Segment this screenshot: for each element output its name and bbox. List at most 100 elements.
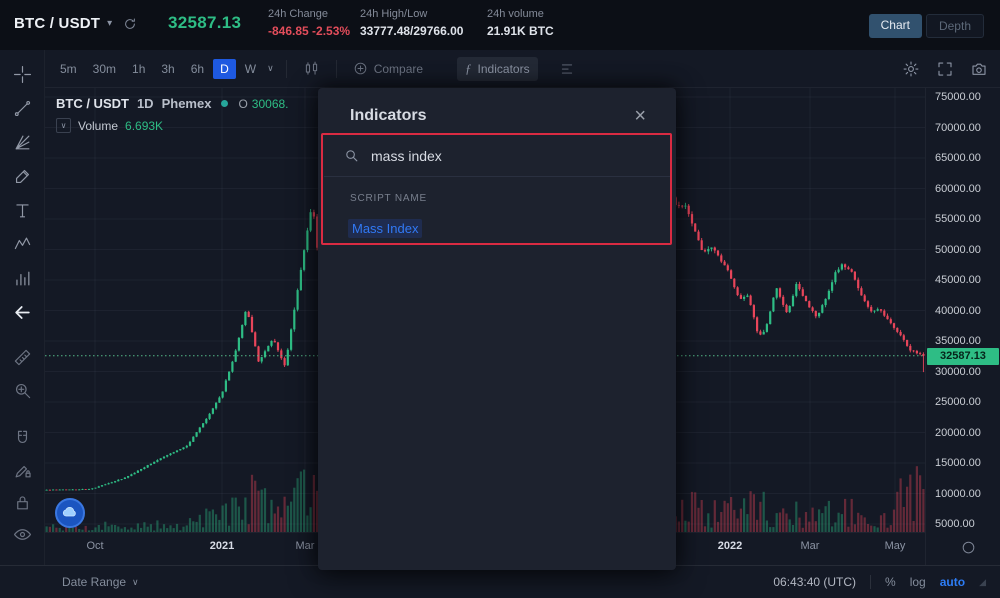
resize-corner-icon[interactable]: ◢	[979, 576, 986, 587]
cloud-logo-button[interactable]	[55, 498, 85, 528]
divider	[870, 575, 872, 589]
volume-label: 24h volume	[487, 8, 544, 20]
close-icon[interactable]: ×	[634, 105, 646, 127]
time-tick-label: Mar	[800, 540, 820, 552]
stat-highlow: 24h High/Low 33777.48/29766.00	[360, 8, 463, 38]
timeframe-5m[interactable]: 5m	[60, 61, 77, 76]
legend-symbol[interactable]: BTC / USDT	[56, 96, 129, 111]
modal-title: Indicators	[350, 107, 427, 124]
volume-value: 21.91K BTC	[487, 24, 554, 38]
timeframe-D[interactable]: D	[213, 58, 236, 79]
price-tick-label: 45000.00	[935, 274, 981, 286]
clock-utc[interactable]: 06:43:40 (UTC)	[773, 575, 857, 589]
forecast-bars-tool-icon[interactable]	[0, 264, 45, 292]
volume-collapse-button[interactable]: ∨	[56, 118, 71, 133]
camera-icon[interactable]	[970, 60, 988, 78]
last-price: 32587.13	[168, 13, 242, 32]
topbar: BTC / USDT ▾ 32587.13 24h Change -846.85…	[0, 0, 1000, 50]
price-tick-label: 30000.00	[935, 365, 981, 378]
tab-chart[interactable]: Chart	[868, 14, 922, 38]
legend-interval: 1D	[136, 96, 154, 111]
log-scale-button[interactable]: log	[909, 575, 926, 589]
percent-scale-button[interactable]: %	[885, 575, 896, 589]
legend-volume-value: 6.693K	[125, 118, 164, 133]
arrow-left-tool-icon[interactable]	[0, 298, 45, 326]
trendline-tool-icon[interactable]	[0, 94, 45, 122]
date-range-label: Date Range	[62, 575, 127, 589]
compare-button[interactable]: Compare	[345, 57, 431, 80]
drawing-lock-tool-icon[interactable]	[0, 456, 45, 484]
zoom-in-tool-icon[interactable]	[0, 376, 45, 404]
drawing-tools-sidebar	[0, 50, 45, 598]
view-tabs: Chart Depth	[868, 14, 984, 38]
date-range-button[interactable]: Date Range ∨	[62, 575, 139, 589]
divider	[335, 59, 337, 78]
chevron-down-icon: ∨	[132, 576, 139, 587]
price-tick-label: 70000.00	[935, 121, 981, 134]
legend-open-label: O	[238, 96, 248, 111]
eye-hide-tool-icon[interactable]	[0, 520, 45, 548]
price-tick-label: 15000.00	[935, 457, 981, 469]
candle-style-button[interactable]	[295, 56, 328, 81]
change-value: -846.85 -2.53%	[268, 24, 351, 38]
timeframe-more-caret-icon[interactable]: ∨	[267, 63, 274, 73]
price-tick-label: 75000.00	[935, 91, 981, 103]
timeframe-W[interactable]: W	[244, 61, 257, 76]
fullscreen-icon[interactable]	[936, 60, 954, 78]
timeframe-30m[interactable]: 30m	[92, 61, 117, 76]
search-icon	[344, 148, 359, 163]
search-result-mass-index[interactable]: Mass Index	[348, 219, 423, 238]
gann-fib-tool-icon[interactable]	[0, 128, 45, 156]
chart-legend: BTC / USDT 1D Phemex O 30068. ∨ Volume 6…	[56, 96, 318, 133]
refresh-icon[interactable]	[123, 17, 137, 31]
chart-toolbar: 5m 30m 1h 3h 6h D W ∨ Compare ƒ Indicators	[45, 50, 1000, 88]
search-input[interactable]	[371, 147, 656, 164]
indicators-label: Indicators	[477, 61, 530, 76]
stat-volume: 24h volume 21.91K BTC	[487, 8, 554, 38]
price-tick-label: 10000.00	[935, 487, 981, 500]
price-tick-label: 25000.00	[935, 396, 981, 408]
price-tick-label: 50000.00	[935, 243, 981, 256]
chart-module: 5m 30m 1h 3h 6h D W ∨ Compare ƒ Indicators	[0, 50, 1000, 598]
chevron-down-icon: ▾	[107, 18, 113, 29]
timeframe-3h[interactable]: 3h	[161, 61, 175, 76]
pair-name: BTC / USDT	[14, 15, 101, 32]
pair-selector[interactable]: BTC / USDT ▾	[14, 15, 137, 32]
timeframe-list: 5m 30m 1h 3h 6h D W	[45, 58, 263, 79]
compare-plus-icon	[353, 61, 368, 76]
price-tick-label: 5000.00	[935, 518, 975, 530]
change-label: 24h Change	[268, 8, 328, 20]
time-tick-label: 2022	[717, 540, 743, 552]
highlow-value: 33777.48/29766.00	[360, 24, 464, 38]
timezone-clock-icon[interactable]	[961, 540, 976, 555]
text-tool-icon[interactable]	[0, 196, 45, 224]
stat-change: 24h Change -846.85 -2.53%	[268, 8, 350, 38]
price-axis[interactable]: 75000.00 70000.00 65000.00 60000.00 55000.00…	[925, 88, 1000, 570]
magnet-tool-icon[interactable]	[0, 424, 45, 452]
price-tick-label: 35000.00	[935, 335, 981, 347]
brush-tool-icon[interactable]	[0, 162, 45, 190]
auto-scale-button[interactable]: auto	[939, 575, 966, 589]
timeframe-1h[interactable]: 1h	[132, 61, 146, 76]
crosshair-tool-icon[interactable]	[0, 60, 45, 88]
price-tick-label: 60000.00	[935, 182, 981, 195]
tab-depth[interactable]: Depth	[925, 14, 984, 38]
toolbar-right-icons	[902, 50, 988, 88]
price-tick-label: 55000.00	[935, 213, 981, 225]
price-tick-label: 20000.00	[935, 426, 981, 439]
divider	[285, 59, 287, 78]
gear-icon[interactable]	[902, 60, 920, 78]
timeframe-6h[interactable]: 6h	[190, 61, 205, 76]
legend-exchange: Phemex	[161, 96, 212, 111]
price-tick-label: 40000.00	[935, 304, 981, 317]
fx-icon: ƒ	[465, 60, 472, 76]
lock-all-tool-icon[interactable]	[0, 488, 45, 516]
xabcd-pattern-tool-icon[interactable]	[0, 230, 45, 258]
legend-open-value: 30068.	[251, 96, 289, 111]
templates-icon[interactable]	[552, 58, 582, 80]
current-price-tag: 32587.13	[927, 347, 999, 365]
ruler-tool-icon[interactable]	[0, 343, 45, 371]
time-tick-label: Mar	[295, 540, 315, 552]
indicators-button[interactable]: ƒ Indicators	[457, 56, 538, 81]
